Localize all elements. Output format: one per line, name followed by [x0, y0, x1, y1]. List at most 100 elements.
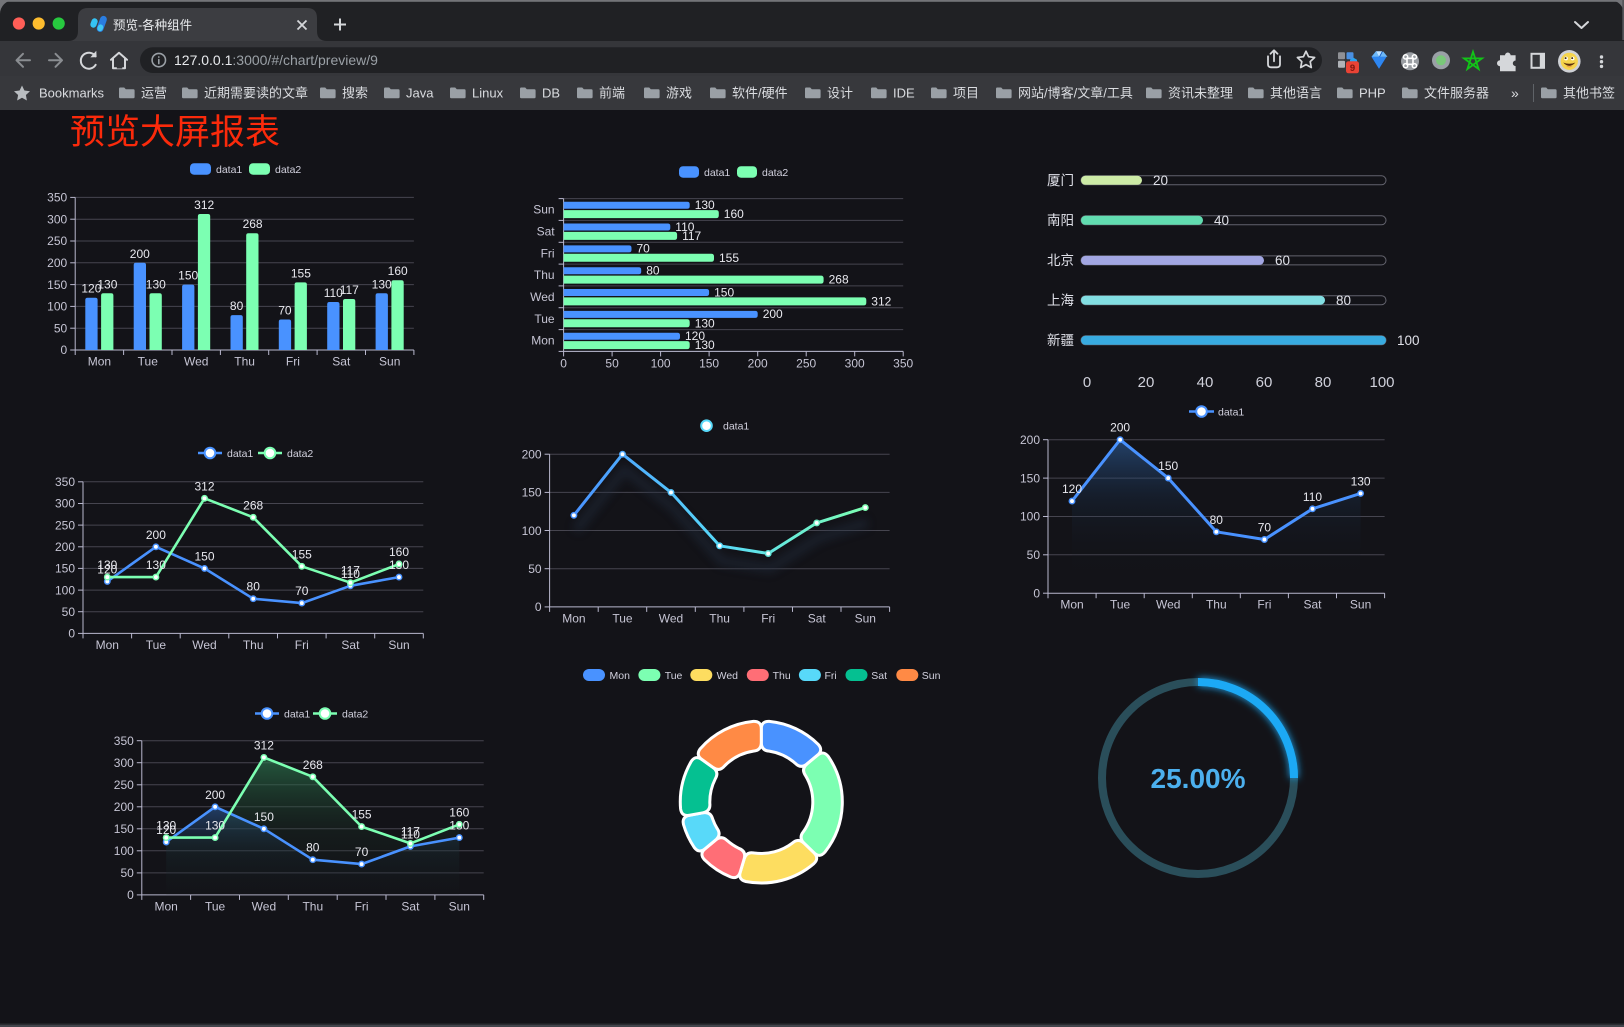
svg-text:130: 130: [156, 819, 176, 833]
svg-text:160: 160: [449, 805, 469, 819]
svg-text:软件/硬件: 软件/硬件: [732, 86, 788, 101]
svg-text:Fri: Fri: [761, 611, 775, 625]
svg-text:Thu: Thu: [302, 899, 323, 913]
svg-text:250: 250: [47, 234, 67, 248]
svg-text:0: 0: [1033, 586, 1040, 600]
svg-text:Wed: Wed: [530, 290, 554, 304]
svg-text:Wed: Wed: [717, 670, 739, 682]
svg-text:70: 70: [295, 584, 309, 598]
svg-text:80: 80: [247, 580, 261, 594]
svg-text:312: 312: [194, 479, 214, 493]
svg-text:data1: data1: [1218, 406, 1244, 418]
svg-text:其他语言: 其他语言: [1270, 86, 1322, 101]
svg-text:前端: 前端: [599, 86, 625, 101]
svg-text:160: 160: [388, 264, 408, 278]
svg-text:130: 130: [97, 558, 117, 572]
svg-text:130: 130: [1351, 474, 1371, 488]
svg-text:50: 50: [54, 321, 68, 335]
svg-text:Sun: Sun: [379, 355, 400, 369]
svg-text:200: 200: [47, 256, 67, 270]
svg-text:200: 200: [1110, 421, 1130, 435]
svg-text:data1: data1: [704, 167, 730, 179]
svg-text:130: 130: [695, 316, 715, 330]
svg-text:80: 80: [306, 841, 320, 855]
svg-text:data2: data2: [762, 167, 788, 179]
svg-text:155: 155: [352, 808, 372, 822]
svg-text:100: 100: [1369, 374, 1394, 391]
svg-text:Sat: Sat: [332, 355, 351, 369]
svg-text:150: 150: [254, 810, 274, 824]
svg-text:130: 130: [372, 277, 392, 291]
svg-text:0: 0: [1083, 374, 1091, 391]
svg-text:312: 312: [871, 294, 891, 308]
svg-text:data2: data2: [342, 708, 368, 720]
svg-text:南阳: 南阳: [1047, 213, 1074, 228]
svg-text:Sat: Sat: [537, 225, 556, 239]
svg-text:厦门: 厦门: [1047, 173, 1074, 188]
svg-text:80: 80: [1315, 374, 1332, 391]
svg-text:70: 70: [637, 242, 651, 256]
svg-text:预览大屏报表: 预览大屏报表: [70, 113, 280, 152]
svg-text:近期需要读的文章: 近期需要读的文章: [204, 86, 308, 101]
svg-text:130: 130: [695, 338, 715, 352]
svg-text:0: 0: [61, 343, 68, 357]
svg-text:25.00%: 25.00%: [1151, 763, 1246, 794]
svg-text:Thu: Thu: [234, 355, 255, 369]
svg-text:上海: 上海: [1047, 293, 1074, 308]
svg-text:60: 60: [1275, 253, 1290, 268]
svg-text:Mon: Mon: [610, 670, 631, 682]
svg-text:Java: Java: [406, 86, 434, 101]
svg-text:150: 150: [522, 486, 542, 500]
svg-text:120: 120: [156, 823, 176, 837]
svg-text:20: 20: [1153, 173, 1168, 188]
svg-text:Fri: Fri: [825, 670, 837, 682]
svg-text:200: 200: [205, 788, 225, 802]
svg-text:268: 268: [243, 217, 263, 231]
svg-text:DB: DB: [542, 86, 560, 101]
svg-text:Sat: Sat: [401, 899, 420, 913]
svg-text:150: 150: [714, 285, 734, 299]
svg-text:300: 300: [114, 756, 134, 770]
svg-text:80: 80: [230, 299, 244, 313]
svg-text:Mon: Mon: [96, 638, 119, 652]
svg-text:250: 250: [114, 778, 134, 792]
svg-text:Sun: Sun: [388, 638, 409, 652]
svg-text:Tue: Tue: [146, 638, 167, 652]
svg-text:Sun: Sun: [449, 899, 470, 913]
svg-text:110: 110: [1303, 490, 1322, 504]
svg-text:Fri: Fri: [1257, 598, 1271, 612]
svg-text:70: 70: [278, 304, 292, 318]
svg-text:预览-各种组件: 预览-各种组件: [113, 18, 192, 33]
svg-text:110: 110: [341, 567, 360, 581]
svg-text:Fri: Fri: [541, 246, 555, 260]
svg-text:150: 150: [114, 822, 134, 836]
svg-text:Sat: Sat: [808, 611, 827, 625]
svg-text:80: 80: [646, 264, 660, 278]
svg-text:100: 100: [114, 844, 134, 858]
svg-text:Sat: Sat: [871, 670, 887, 682]
svg-text:117: 117: [341, 564, 360, 578]
svg-text:200: 200: [146, 528, 166, 542]
svg-text:100: 100: [1020, 510, 1040, 524]
svg-text:120: 120: [685, 329, 705, 343]
svg-text:data1: data1: [227, 448, 253, 460]
svg-text:Wed: Wed: [184, 355, 208, 369]
svg-text:120: 120: [97, 562, 117, 576]
svg-text:Mon: Mon: [562, 611, 585, 625]
svg-text:Mon: Mon: [531, 334, 554, 348]
svg-text:150: 150: [55, 562, 75, 576]
svg-text:200: 200: [130, 247, 150, 261]
svg-text:Mon: Mon: [1060, 598, 1083, 612]
svg-text:160: 160: [724, 207, 744, 221]
svg-text:150: 150: [47, 278, 67, 292]
svg-text:300: 300: [47, 212, 67, 226]
svg-text:100: 100: [55, 583, 75, 597]
svg-text:350: 350: [47, 191, 67, 205]
svg-text:117: 117: [340, 283, 359, 297]
svg-text:9: 9: [1350, 63, 1355, 74]
svg-text:Thu: Thu: [773, 670, 791, 682]
svg-text:60: 60: [1256, 374, 1273, 391]
svg-text:Wed: Wed: [659, 611, 683, 625]
svg-text:网站/博客/文章/工具: 网站/博客/文章/工具: [1018, 86, 1133, 101]
svg-text:设计: 设计: [827, 86, 853, 101]
